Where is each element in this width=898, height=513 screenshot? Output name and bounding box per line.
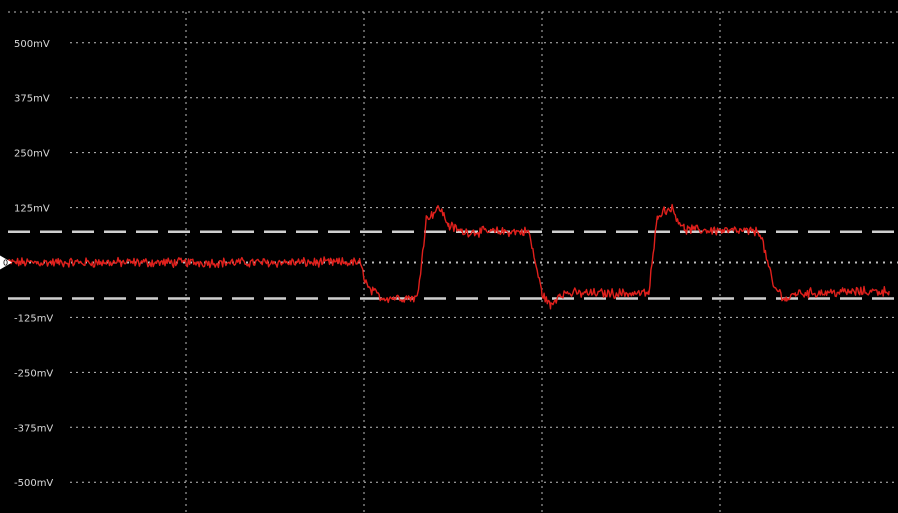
y-tick-label: 250mV bbox=[14, 149, 50, 160]
y-tick-label: 375mV bbox=[14, 94, 50, 105]
y-tick-label: -125mV bbox=[14, 313, 53, 324]
ground-marker: 0 bbox=[0, 255, 12, 270]
y-tick-label: -250mV bbox=[14, 368, 53, 379]
trace bbox=[7, 203, 890, 310]
ground-marker-label: 0 bbox=[3, 259, 8, 268]
ground-marker-arrow bbox=[0, 255, 12, 270]
y-tick-labels: 500mV 375mV 250mV 125mV -125mV -250mV -375mV -5… bbox=[14, 39, 53, 489]
trace-line bbox=[7, 203, 890, 310]
y-tick-label: -500mV bbox=[14, 478, 53, 489]
y-tick-label: -375mV bbox=[14, 423, 53, 434]
y-tick-label: 125mV bbox=[14, 204, 50, 215]
y-tick-label: 500mV bbox=[14, 39, 50, 50]
